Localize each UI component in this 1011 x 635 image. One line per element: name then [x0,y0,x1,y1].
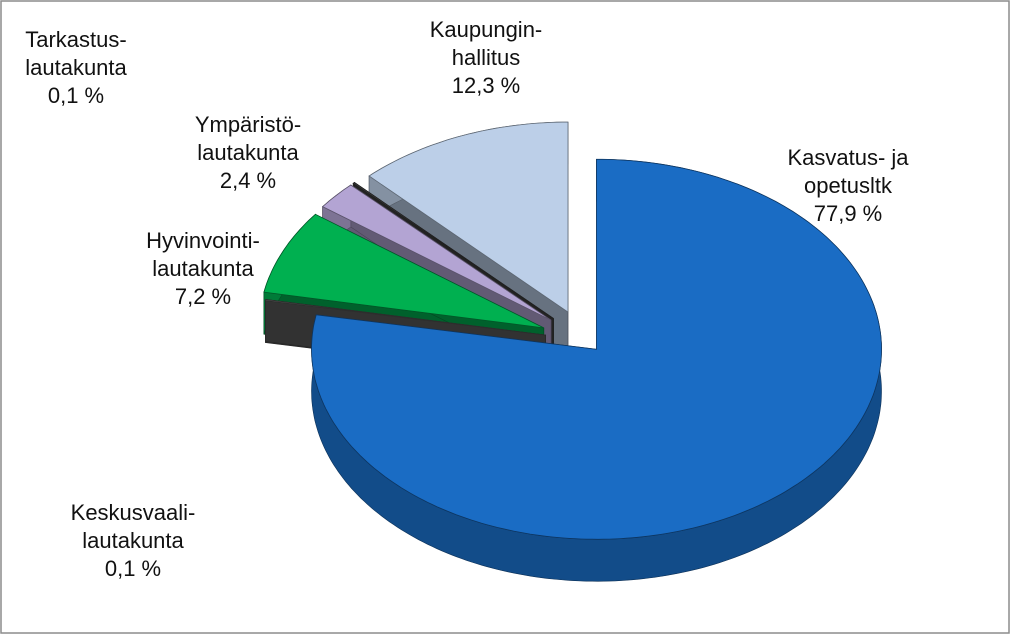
value-label: 12,3 % [452,73,521,98]
value-label: 0,1 % [48,83,104,108]
label-line: Keskusvaali- [71,500,196,525]
label-line: lautakunta [25,55,127,80]
value-label: 2,4 % [220,168,276,193]
pie-slice [311,158,882,582]
label-line: Tarkastus- [25,27,126,52]
slice-top [263,213,544,329]
label-line: lautakunta [82,528,184,553]
slice-top [368,121,569,313]
label-line: lautakunta [152,256,254,281]
label-line: opetusltk [804,173,893,198]
data-label: Kasvatus- ja opetusltk 77,9 % [787,145,909,226]
slice-top [321,184,552,321]
data-label: Ympäristö-lautakunta 2,4 % [195,112,301,193]
data-label: Keskusvaali-lautakunta 0,1 % [71,500,196,581]
slice-top [352,182,554,319]
slices [263,121,882,582]
label-line: Kaupungin- [430,17,543,42]
value-label: 0,1 % [105,556,161,581]
label-line: Hyvinvointi- [146,228,260,253]
label-line: lautakunta [197,140,299,165]
label-line: hallitus [452,45,520,70]
slice-top [311,158,882,540]
slice-top [264,299,546,336]
labels: Kasvatus- ja opetusltk 77,9 % Keskusvaali-l… [25,17,909,581]
label-line: Ympäristö- [195,112,301,137]
value-label: 77,9 % [814,201,883,226]
data-label: Kaupungin-hallitus 12,3 % [430,17,543,98]
data-label: Tarkastus-lautakunta 0,1 % [25,27,127,108]
data-label: Hyvinvointi-lautakunta 7,2 % [146,228,260,309]
value-label: 7,2 % [175,284,231,309]
label-line: Kasvatus- ja [787,145,909,170]
